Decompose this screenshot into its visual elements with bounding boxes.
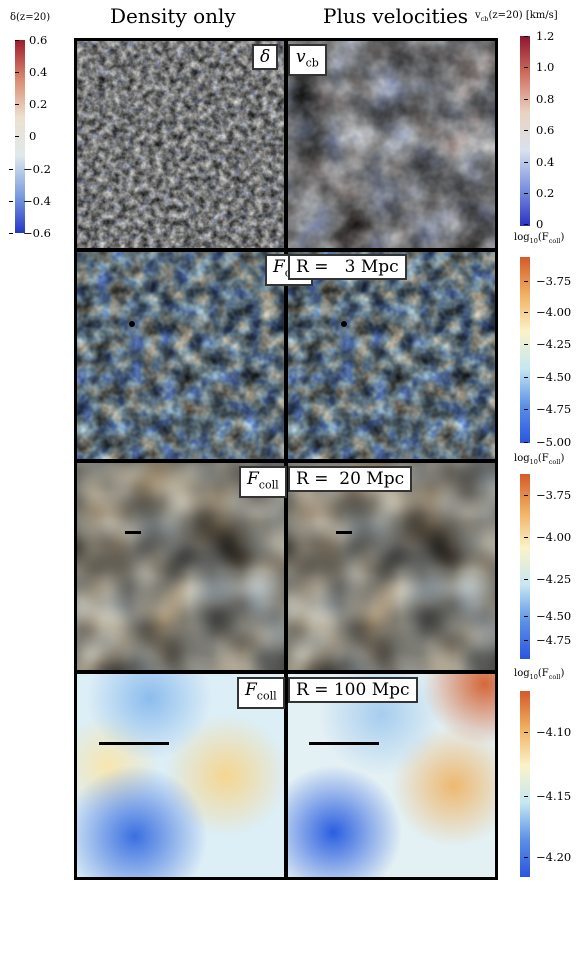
scale-marker-r3-right <box>341 321 347 327</box>
panel-grid: δ vcb Fcoll R = 3 Mpc Fcoll R = 20 Mpc F… <box>74 38 498 880</box>
scale-marker-r3-left <box>129 321 135 327</box>
fcoll-r20-right-label: R = 20 Mpc <box>288 466 413 492</box>
fcoll20-tick: −3.75 <box>523 488 572 502</box>
density-colorbar-title: δ(z=20) <box>10 12 51 23</box>
vcb-label: vcb <box>288 44 327 77</box>
fcoll3-tick: −4.75 <box>523 402 572 416</box>
velocity-tick: 0.6 <box>523 123 555 137</box>
fcoll100-colorbar <box>520 691 530 877</box>
fcoll3-tick: −4.00 <box>523 305 572 319</box>
fcoll20-tick: −4.75 <box>523 633 572 647</box>
velocity-tick: 0 <box>523 217 544 231</box>
density-field-panel <box>77 41 284 248</box>
density-tick: −0.2 <box>9 162 51 176</box>
fcoll20-tick: −4.25 <box>523 572 572 586</box>
density-tick: 0.6 <box>14 33 48 47</box>
fcoll20-tick: −4.50 <box>523 609 572 623</box>
fcoll100-tick: −4.20 <box>523 850 572 864</box>
fcoll100-tick: −4.15 <box>523 789 572 803</box>
velocity-tick: 0.2 <box>523 186 555 200</box>
fcoll-r20-velocity-panel <box>288 463 495 670</box>
scale-bar-r100-right <box>309 742 379 745</box>
fcoll-r100-right-label: R = 100 Mpc <box>288 677 418 703</box>
column-title-plus-velocities: Plus velocities <box>323 4 469 28</box>
density-colorbar <box>15 40 25 233</box>
fcoll100-tick: −4.10 <box>523 725 572 739</box>
scale-bar-r20-right <box>336 531 352 534</box>
velocity-tick: 1.0 <box>523 60 555 74</box>
velocity-tick: 1.2 <box>523 29 555 43</box>
fcoll3-tick: −4.25 <box>523 337 572 351</box>
fcoll20-colorbar-title: log10(Fcoll) <box>514 453 565 466</box>
velocity-colorbar <box>520 36 530 226</box>
fcoll-r100-velocity-panel <box>288 674 495 877</box>
fcoll-r20-left-label: Fcoll <box>239 466 287 499</box>
velocity-tick: 0.8 <box>523 92 555 106</box>
fcoll-r100-left-label: Fcoll <box>237 677 285 710</box>
density-tick: −0.6 <box>9 226 51 240</box>
delta-label: δ <box>252 44 279 70</box>
fcoll3-tick: −5.00 <box>523 435 572 449</box>
velocity-tick: 0.4 <box>523 155 555 169</box>
fcoll3-tick: −3.75 <box>523 274 572 288</box>
fcoll20-colorbar <box>520 474 530 659</box>
fcoll20-tick: −4.00 <box>523 530 572 544</box>
density-tick: 0.2 <box>14 97 48 111</box>
velocity-colorbar-title: vcb(z=20) [km/s] <box>475 10 558 23</box>
fcoll-r3-velocity-panel <box>288 252 495 459</box>
density-tick: 0 <box>14 129 37 143</box>
scale-bar-r100-left <box>99 742 169 745</box>
density-tick: −0.4 <box>9 194 51 208</box>
density-tick: 0.4 <box>14 65 48 79</box>
fcoll100-colorbar-title: log10(Fcoll) <box>514 668 565 681</box>
scale-bar-r20-left <box>125 531 141 534</box>
fcoll-r3-right-label: R = 3 Mpc <box>288 254 407 280</box>
fcoll3-tick: −4.50 <box>523 370 572 384</box>
fcoll3-colorbar-title: log10(Fcoll) <box>514 232 565 245</box>
fcoll-r3-density-panel <box>77 252 284 459</box>
fcoll3-colorbar <box>520 257 530 443</box>
column-title-density-only: Density only <box>110 4 236 28</box>
